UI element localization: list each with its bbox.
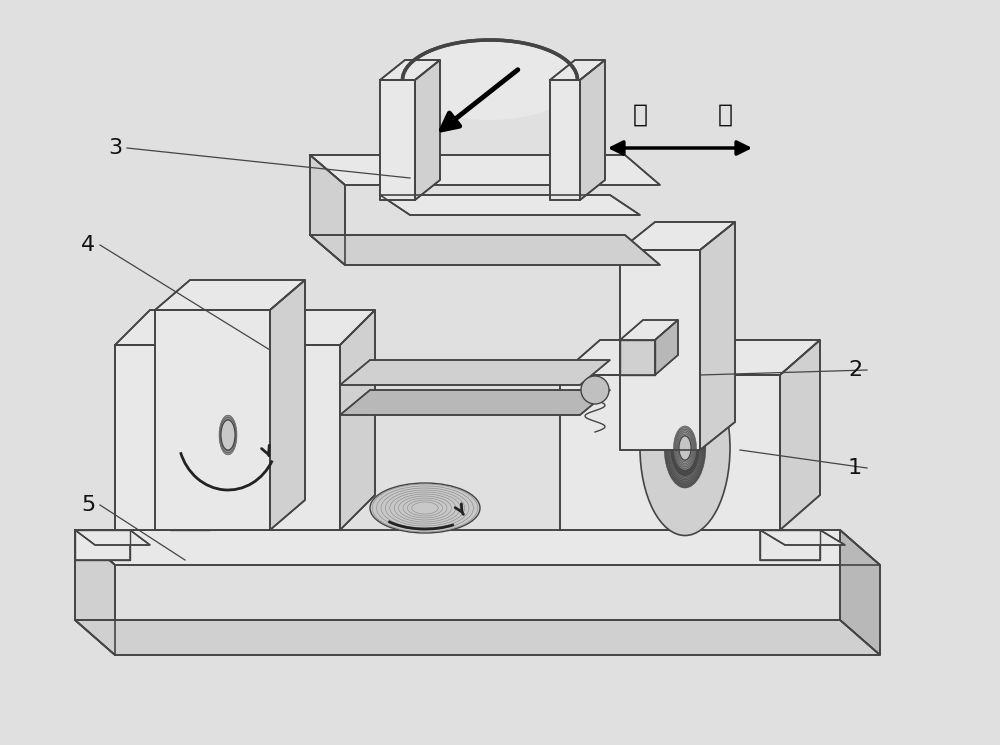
- Ellipse shape: [216, 409, 240, 461]
- Ellipse shape: [218, 413, 238, 457]
- Ellipse shape: [673, 425, 697, 472]
- Polygon shape: [340, 390, 610, 415]
- Ellipse shape: [215, 407, 241, 463]
- Ellipse shape: [679, 436, 691, 460]
- Ellipse shape: [668, 416, 702, 480]
- Polygon shape: [75, 620, 880, 655]
- Text: 5: 5: [81, 495, 95, 515]
- Ellipse shape: [668, 414, 702, 481]
- Ellipse shape: [672, 422, 698, 473]
- Ellipse shape: [680, 439, 690, 457]
- Ellipse shape: [671, 420, 699, 475]
- Ellipse shape: [221, 419, 235, 451]
- Polygon shape: [550, 60, 605, 80]
- Polygon shape: [115, 310, 375, 345]
- Ellipse shape: [674, 426, 696, 470]
- Ellipse shape: [674, 428, 696, 469]
- Polygon shape: [560, 340, 820, 375]
- Ellipse shape: [223, 423, 233, 446]
- Polygon shape: [155, 310, 270, 530]
- Polygon shape: [310, 235, 660, 265]
- Ellipse shape: [640, 361, 730, 536]
- Text: 4: 4: [81, 235, 95, 255]
- Ellipse shape: [666, 411, 704, 485]
- Ellipse shape: [225, 428, 231, 443]
- Ellipse shape: [212, 399, 244, 472]
- Circle shape: [581, 376, 609, 404]
- Ellipse shape: [209, 393, 247, 478]
- Polygon shape: [115, 345, 340, 530]
- Ellipse shape: [664, 408, 706, 488]
- Polygon shape: [415, 60, 440, 200]
- Ellipse shape: [219, 415, 237, 455]
- Text: 前: 前: [633, 103, 648, 127]
- Ellipse shape: [214, 403, 242, 467]
- Polygon shape: [550, 80, 580, 200]
- Polygon shape: [620, 250, 700, 450]
- Ellipse shape: [213, 401, 243, 469]
- Ellipse shape: [370, 483, 480, 533]
- Polygon shape: [155, 280, 305, 310]
- Ellipse shape: [214, 405, 242, 465]
- Polygon shape: [780, 340, 820, 530]
- Text: 3: 3: [108, 138, 122, 158]
- Polygon shape: [380, 80, 415, 200]
- Polygon shape: [620, 222, 735, 250]
- Ellipse shape: [670, 419, 700, 477]
- Ellipse shape: [679, 436, 691, 460]
- Polygon shape: [340, 310, 375, 530]
- Polygon shape: [560, 375, 780, 530]
- Ellipse shape: [675, 429, 695, 467]
- Ellipse shape: [217, 411, 239, 459]
- Ellipse shape: [210, 395, 246, 475]
- Polygon shape: [270, 280, 305, 530]
- Polygon shape: [75, 530, 150, 545]
- Polygon shape: [310, 155, 345, 265]
- Ellipse shape: [213, 402, 243, 468]
- Polygon shape: [580, 60, 605, 200]
- Ellipse shape: [676, 431, 694, 465]
- Text: 2: 2: [848, 360, 862, 380]
- Polygon shape: [620, 320, 678, 340]
- Polygon shape: [655, 320, 678, 375]
- Ellipse shape: [224, 425, 232, 445]
- Polygon shape: [75, 530, 115, 655]
- Polygon shape: [840, 530, 880, 655]
- Ellipse shape: [679, 437, 691, 459]
- Polygon shape: [620, 340, 655, 375]
- Polygon shape: [760, 530, 845, 545]
- Ellipse shape: [677, 433, 693, 463]
- Polygon shape: [340, 360, 610, 385]
- Ellipse shape: [220, 417, 236, 453]
- Ellipse shape: [667, 413, 703, 483]
- Ellipse shape: [222, 422, 234, 448]
- Polygon shape: [213, 355, 258, 515]
- Polygon shape: [170, 480, 210, 530]
- Text: 1: 1: [848, 458, 862, 478]
- Ellipse shape: [403, 40, 578, 120]
- Polygon shape: [380, 60, 440, 80]
- Ellipse shape: [669, 418, 701, 478]
- Polygon shape: [380, 195, 640, 215]
- Ellipse shape: [671, 421, 699, 475]
- Text: 后: 后: [718, 103, 732, 127]
- Polygon shape: [700, 222, 735, 450]
- Polygon shape: [310, 155, 660, 185]
- Polygon shape: [75, 530, 130, 560]
- Ellipse shape: [678, 434, 692, 462]
- Polygon shape: [75, 530, 880, 565]
- Ellipse shape: [665, 410, 705, 486]
- Polygon shape: [760, 530, 820, 560]
- Ellipse shape: [221, 420, 235, 450]
- Ellipse shape: [211, 396, 245, 473]
